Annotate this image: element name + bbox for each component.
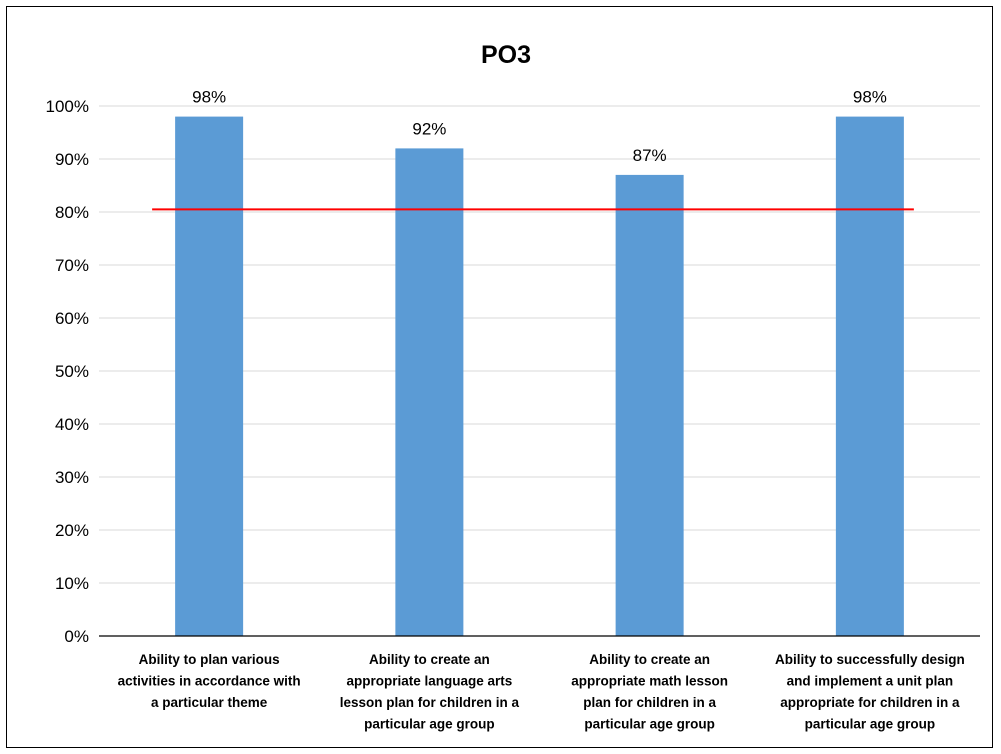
- y-tick-label: 90%: [55, 150, 89, 169]
- chart-frame: PO3 0% 10% 20% 30% 40% 50% 60% 70% 80% 90% 100% 98%…: [6, 6, 993, 748]
- x-tick-label-line: Ability to create an: [589, 652, 710, 667]
- data-label: 98%: [853, 88, 887, 107]
- bar: [615, 174, 684, 636]
- x-tick-label-line: particular age group: [364, 717, 495, 732]
- y-tick-label: 20%: [55, 521, 89, 540]
- x-tick-label-line: particular age group: [805, 717, 936, 732]
- x-tick-label-line: Ability to plan various: [139, 652, 280, 667]
- x-tick-label-line: lesson plan for children in a: [340, 695, 520, 710]
- x-tick-label-line: appropriate language arts: [346, 674, 512, 689]
- bars: [175, 116, 904, 637]
- y-tick-label: 60%: [55, 309, 89, 328]
- chart-title: PO3: [481, 41, 531, 69]
- bar-chart: PO3 0% 10% 20% 30% 40% 50% 60% 70% 80% 90% 100% 98%…: [46, 41, 980, 732]
- y-tick-label: 10%: [55, 574, 89, 593]
- y-tick-label: 40%: [55, 415, 89, 434]
- x-tick-label: Ability to successfully design and implem…: [775, 652, 965, 732]
- x-tick-label-line: activities in accordance with: [118, 674, 301, 689]
- x-tick-label-line: appropriate for children in a: [780, 695, 960, 710]
- data-label: 98%: [192, 88, 226, 107]
- data-label: 92%: [412, 119, 446, 138]
- x-tick-label-line: Ability to create an: [369, 652, 490, 667]
- x-tick-label-line: a particular theme: [151, 695, 268, 710]
- y-tick-label: 30%: [55, 468, 89, 487]
- x-tick-label: Ability to plan various activities in acc…: [118, 652, 301, 710]
- bar: [395, 148, 464, 636]
- y-tick-label: 0%: [64, 627, 89, 646]
- x-tick-label-line: and implement a unit plan: [787, 674, 954, 689]
- gridlines: [99, 105, 980, 584]
- y-tick-label: 100%: [46, 97, 89, 116]
- x-tick-label-line: appropriate math lesson: [571, 674, 728, 689]
- x-tick-label-line: plan for children in a: [583, 695, 716, 710]
- y-tick-label: 70%: [55, 256, 89, 275]
- y-tick-label: 80%: [55, 203, 89, 222]
- y-tick-label: 50%: [55, 362, 89, 381]
- data-label: 87%: [633, 146, 667, 165]
- bar: [835, 116, 904, 637]
- x-tick-label: Ability to create an appropriate math les…: [571, 652, 728, 732]
- x-tick-label-line: Ability to successfully design: [775, 652, 965, 667]
- x-tick-label: Ability to create an appropriate language…: [340, 652, 520, 732]
- labels: 0% 10% 20% 30% 40% 50% 60% 70% 80% 90% 100% 98% Abil…: [46, 88, 965, 732]
- x-tick-label-line: particular age group: [584, 717, 715, 732]
- bar: [175, 116, 244, 637]
